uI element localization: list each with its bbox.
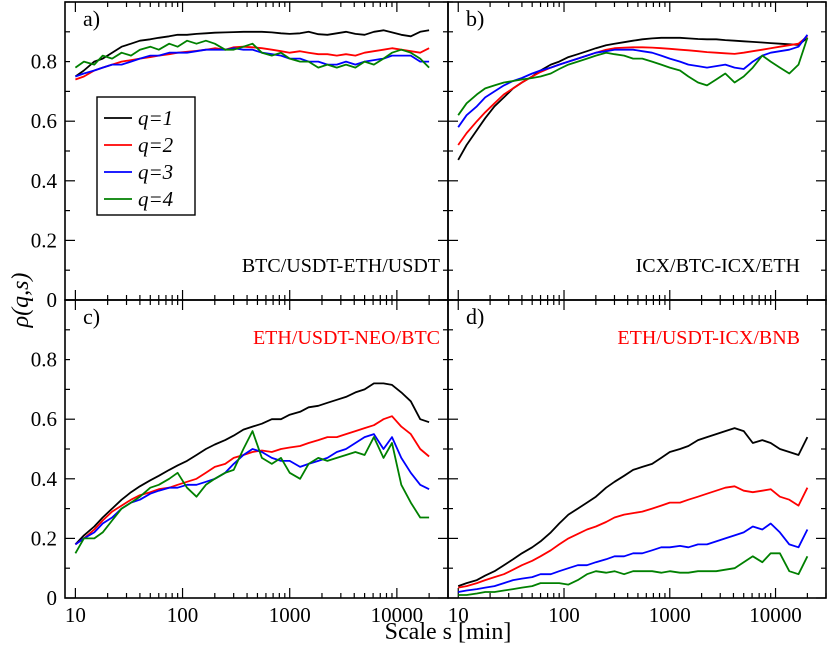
legend-box bbox=[96, 96, 196, 216]
series-line-q1 bbox=[74, 29, 430, 78]
y-tick-label: 0.4 bbox=[31, 169, 58, 193]
panel-title: ETH/USDT-NEO/BTC bbox=[253, 327, 440, 349]
panel-letter: d) bbox=[466, 304, 484, 329]
x-tick-label: 10 bbox=[448, 603, 469, 627]
y-tick-label: 0.6 bbox=[31, 109, 57, 133]
panel-title: ETH/USDT-ICX/BNB bbox=[617, 327, 800, 349]
series-line-q1 bbox=[457, 36, 808, 161]
y-tick-label: 0.2 bbox=[31, 228, 57, 252]
y-tick-label: 0 bbox=[47, 586, 58, 610]
y-axis-title: ρ(q,s) bbox=[8, 273, 34, 329]
panel-title: BTC/USDT-ETH/USDT bbox=[242, 255, 440, 277]
y-tick-label: 0.8 bbox=[31, 348, 57, 372]
x-tick-label: 1000 bbox=[649, 603, 691, 627]
legend-label: q=4 bbox=[138, 187, 174, 211]
series-line-q1 bbox=[457, 427, 809, 587]
series-line-q2 bbox=[458, 485, 809, 589]
x-axis-title: Scale s [min] bbox=[385, 619, 512, 645]
y-tick-label: 0.2 bbox=[31, 526, 57, 550]
panel-d: 10 100 1000 10000 d) ETH/USDT-ICX/BNB bbox=[447, 299, 827, 627]
panel-letter: a) bbox=[83, 6, 100, 31]
series-line-q4 bbox=[458, 552, 809, 596]
x-tick-label: 10000 bbox=[749, 603, 802, 627]
y-tick-label: 0.6 bbox=[31, 407, 57, 431]
x-tick-label: 10 bbox=[65, 603, 86, 627]
y-tick-label: 0 bbox=[47, 288, 58, 312]
legend: q=1 q=2 q=3 q=4 bbox=[96, 96, 196, 216]
series-line-q2 bbox=[74, 415, 430, 546]
y-tick-label: 0.4 bbox=[31, 467, 58, 491]
series-line-q4 bbox=[74, 430, 430, 554]
legend-label: q=1 bbox=[138, 106, 173, 130]
legend-label: q=2 bbox=[138, 133, 174, 157]
panel-b: b) ICX/BTC-ICX/ETH bbox=[447, 1, 827, 301]
series-line-q3 bbox=[74, 433, 430, 546]
x-tick-label: 100 bbox=[548, 603, 580, 627]
legend-label: q=3 bbox=[138, 160, 173, 184]
panel-title: ICX/BTC-ICX/ETH bbox=[636, 255, 800, 277]
y-tick-label: 0.8 bbox=[31, 50, 57, 74]
series-line-q2 bbox=[457, 35, 808, 146]
x-tick-label: 1000 bbox=[269, 603, 311, 627]
series-line-q2 bbox=[75, 45, 430, 81]
panel-c: 0 0.2 0.4 0.6 0.8 10 100 1000 10000 c) ETH/USDT-NE… bbox=[31, 299, 449, 627]
series-line-q3 bbox=[75, 47, 430, 78]
panel-letter: b) bbox=[466, 6, 484, 31]
x-tick-label: 10000 bbox=[371, 603, 424, 627]
panel-letter: c) bbox=[83, 304, 100, 329]
series-line-q3 bbox=[458, 522, 809, 593]
series-line-q4 bbox=[457, 37, 809, 116]
x-tick-label: 100 bbox=[167, 603, 199, 627]
series-line-q4 bbox=[74, 39, 430, 69]
panel-a: 0 0.2 0.4 0.6 0.8 a) BTC/USDT-ETH/USDT bbox=[31, 1, 449, 312]
series-line-q1 bbox=[74, 382, 430, 546]
